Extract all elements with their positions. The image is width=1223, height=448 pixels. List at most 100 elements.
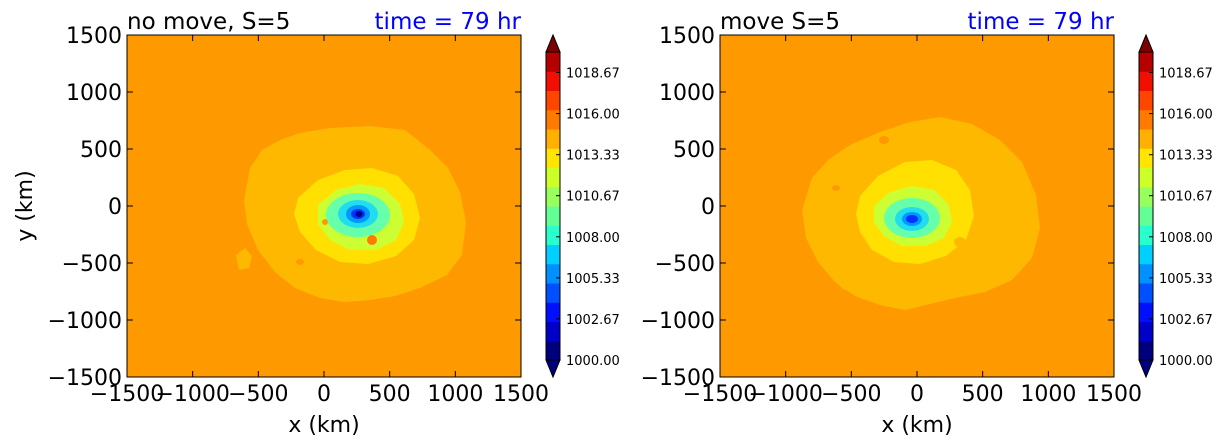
y-tick-label: 0 xyxy=(701,195,715,220)
contour-level-1000-left xyxy=(355,211,363,217)
x-axis-label-left: x (km) xyxy=(288,413,359,438)
colorbar-ticks-right: 1018.67 1016.00 1013.33 1010.67 1008.00 1005.… xyxy=(1149,66,1213,369)
colorbar-tick-label: 1002.67 xyxy=(566,313,620,328)
colorbar-ticks-left: 1018.67 1016.00 1013.33 1010.67 1008.00 1005.… xyxy=(556,66,620,369)
colorbar-band xyxy=(546,225,560,245)
colorbar-frame-right xyxy=(1138,51,1154,361)
y-tick-label: −1500 xyxy=(48,366,122,391)
y-tick-label: 500 xyxy=(673,138,715,163)
contour-field-left xyxy=(236,126,466,302)
colorbar-band xyxy=(1139,321,1153,342)
colorbar-band xyxy=(1139,340,1153,361)
y-tick-label: 1500 xyxy=(66,24,122,49)
colorbar-tick-label: 1000.00 xyxy=(1159,354,1213,369)
y-tick-label: −1500 xyxy=(641,366,715,391)
colorbar-frame-left xyxy=(545,51,561,361)
y-tick-label: −1000 xyxy=(641,309,715,334)
y-tick-label: 1000 xyxy=(66,81,122,106)
colorbar-tick-label: 1010.67 xyxy=(1159,190,1213,205)
x-tick-label: −1500 xyxy=(90,382,164,407)
y-axis-label-left: y (km) xyxy=(13,170,38,241)
y-tick-label: 500 xyxy=(80,138,122,163)
colorbar-tick-label: 1016.00 xyxy=(566,108,620,123)
colorbar-tick-label: 1005.33 xyxy=(1159,272,1213,287)
colorbar-band xyxy=(1139,244,1153,265)
colorbar-band xyxy=(1139,52,1153,72)
chart-title-right: move S=5 xyxy=(720,9,840,35)
colorbar-tick-label: 1016.00 xyxy=(1159,108,1213,123)
axis-ticks-right: −1500−1000−500 0 500 1000 1500150010005000−5… xyxy=(641,24,1142,407)
x-axis-label-right: x (km) xyxy=(881,413,952,438)
contour-spot-left-3 xyxy=(296,259,304,265)
colorbar-band xyxy=(546,71,560,91)
contour-spot-right-1 xyxy=(954,237,966,247)
colorbar-band xyxy=(546,186,560,207)
axis-ticks-left: −1500−1000−500 0 500 1000 1500150010005000−5… xyxy=(48,24,549,407)
y-tick-label: −500 xyxy=(62,252,122,277)
x-tick-label: 1500 xyxy=(493,382,549,407)
colorbar-tick-label: 1000.00 xyxy=(566,354,620,369)
x-tick-label: −1000 xyxy=(748,382,822,407)
colorbar-band xyxy=(1139,206,1153,226)
x-tick-label: 500 xyxy=(962,382,1004,407)
contour-spot-right-2 xyxy=(832,185,840,191)
x-tick-label: −1500 xyxy=(683,382,757,407)
colorbar-tick-label: 1010.67 xyxy=(566,190,620,205)
time-label-left: time = 79 hr xyxy=(375,9,522,35)
x-tick-label: −1000 xyxy=(155,382,229,407)
colorbar-left: 1018.67 1016.00 1013.33 1010.67 1008.00 1005.… xyxy=(545,33,620,379)
colorbar-extend-max xyxy=(1138,33,1154,53)
time-label-right: time = 79 hr xyxy=(968,9,1115,35)
colorbar-extend-min xyxy=(545,359,561,379)
y-tick-label: 0 xyxy=(108,195,122,220)
colorbar-band xyxy=(546,206,560,226)
colorbar-band xyxy=(546,129,560,149)
y-tick-label: −1000 xyxy=(48,309,122,334)
colorbar-band xyxy=(1139,263,1153,284)
y-tick-label: 1000 xyxy=(659,81,715,106)
colorbar-tick-label: 1005.33 xyxy=(566,272,620,287)
colorbar-band xyxy=(546,244,560,265)
chart-panel-left: −1500−1000−500 0 500 1000 1500150010005000−5… xyxy=(13,9,620,438)
colorbar-band xyxy=(1139,283,1153,303)
colorbar-bands-left xyxy=(545,33,561,379)
colorbar-band xyxy=(546,90,560,111)
colorbar-band xyxy=(546,148,560,168)
x-tick-label: 0 xyxy=(317,382,331,407)
colorbar-band xyxy=(1139,90,1153,111)
colorbar-band xyxy=(1139,302,1153,322)
chart-panel-right: −1500−1000−500 0 500 1000 1500150010005000−5… xyxy=(641,9,1213,438)
colorbar-band xyxy=(1139,167,1153,188)
colorbar-band xyxy=(546,52,560,72)
colorbar-extend-max xyxy=(545,33,561,53)
colorbar-band xyxy=(1139,225,1153,245)
colorbar-tick-label: 1013.33 xyxy=(566,149,620,164)
colorbar-band xyxy=(546,109,560,130)
colorbar-band xyxy=(1139,129,1153,149)
colorbar-band xyxy=(546,321,560,342)
x-tick-label: −500 xyxy=(821,382,881,407)
colorbar-band xyxy=(1139,148,1153,168)
contour-spot-left-2 xyxy=(322,219,328,225)
colorbar-band xyxy=(1139,71,1153,91)
colorbar-tick-label: 1018.67 xyxy=(566,66,620,81)
x-tick-label: −500 xyxy=(228,382,288,407)
contour-level-1014-tail-right xyxy=(836,268,860,290)
contour-spot-right-3 xyxy=(879,136,889,144)
x-tick-label: 1000 xyxy=(1020,382,1076,407)
colorbar-band xyxy=(546,263,560,284)
x-tick-label: 500 xyxy=(369,382,411,407)
x-tick-label: 1500 xyxy=(1086,382,1142,407)
contour-level-1014-tail-left xyxy=(236,248,252,270)
colorbar-band xyxy=(546,167,560,188)
colorbar-extend-min xyxy=(1138,359,1154,379)
colorbar-tick-label: 1008.00 xyxy=(566,231,620,246)
colorbar-tick-label: 1013.33 xyxy=(1159,149,1213,164)
contour-spot-left-1 xyxy=(367,235,377,245)
y-tick-label: −500 xyxy=(655,252,715,277)
colorbar-band xyxy=(546,302,560,322)
colorbar-band xyxy=(546,340,560,361)
y-tick-label: 1500 xyxy=(659,24,715,49)
colorbar-band xyxy=(1139,186,1153,207)
colorbar-band xyxy=(546,283,560,303)
